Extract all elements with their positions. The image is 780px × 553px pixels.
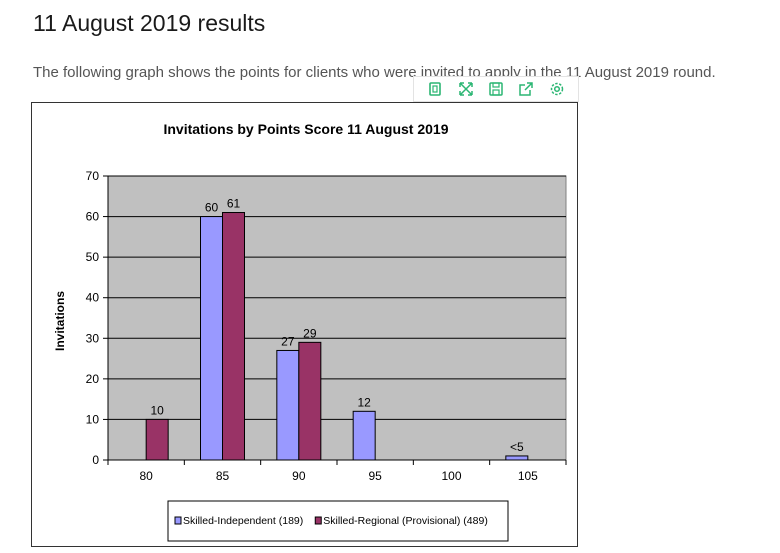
bar-value-label: <5 xyxy=(510,440,524,454)
expand-icon xyxy=(458,82,473,96)
y-tick-label: 0 xyxy=(92,453,99,467)
bar-value-label: 12 xyxy=(357,395,371,409)
bar-value-label: 10 xyxy=(150,403,164,417)
bar xyxy=(352,410,376,461)
save-button[interactable] xyxy=(485,78,507,100)
legend-label: Skilled-Regional (Provisional) (489) xyxy=(323,515,488,527)
bar xyxy=(276,349,300,461)
x-tick-label: 90 xyxy=(292,469,306,483)
settings-icon xyxy=(550,82,563,96)
y-tick-label: 10 xyxy=(86,412,100,426)
chart-container: Invitations by Points Score 11 August 20… xyxy=(31,102,578,547)
bar xyxy=(505,455,529,461)
y-tick-label: 60 xyxy=(86,210,100,224)
x-tick-label: 80 xyxy=(139,469,153,483)
y-axis-label: Invitations xyxy=(53,291,67,351)
x-tick-label: 105 xyxy=(518,469,538,483)
legend-swatch xyxy=(174,516,182,525)
chart-toolbar xyxy=(413,76,579,102)
bars xyxy=(145,212,529,461)
bar-value-label: 60 xyxy=(205,201,219,215)
x-axis: 80 85 90 95 100 105 xyxy=(107,459,567,483)
y-tick-label: 20 xyxy=(86,372,100,386)
bar-value-label: 61 xyxy=(227,197,241,211)
bar xyxy=(222,212,245,461)
expand-button[interactable] xyxy=(455,78,477,100)
y-tick-label: 50 xyxy=(86,250,100,264)
bar-chart: Invitations by Points Score 11 August 20… xyxy=(53,121,567,542)
bar xyxy=(200,216,223,461)
chart-title: Invitations by Points Score 11 August 20… xyxy=(163,121,448,137)
y-tick-label: 70 xyxy=(86,169,100,183)
legend-swatch xyxy=(314,516,322,525)
y-axis: 0 10 20 30 40 50 60 70 xyxy=(86,169,109,467)
copy-icon xyxy=(429,82,441,96)
bar xyxy=(145,418,169,461)
page-title: 11 August 2019 results xyxy=(33,10,266,36)
data-labels: 10 60 61 27 29 12 <5 xyxy=(150,197,524,454)
share-button[interactable] xyxy=(515,78,537,100)
legend-label: Skilled-Independent (189) xyxy=(183,515,303,527)
legend: Skilled-Independent (189) Skilled-Regiona… xyxy=(167,500,509,542)
settings-button[interactable] xyxy=(546,78,568,100)
gridlines xyxy=(108,175,566,420)
y-tick-label: 30 xyxy=(86,331,100,345)
x-tick-label: 100 xyxy=(441,469,461,483)
legend-box xyxy=(167,500,509,542)
bar-value-label: 29 xyxy=(303,326,317,340)
x-tick-label: 85 xyxy=(216,469,230,483)
bar-value-label: 27 xyxy=(281,334,295,348)
y-tick-label: 40 xyxy=(86,291,100,305)
share-icon xyxy=(519,82,534,96)
copy-button[interactable] xyxy=(424,78,446,100)
plot-area xyxy=(107,175,567,461)
intro-text: The following graph shows the points for… xyxy=(33,64,716,81)
bar xyxy=(298,341,322,461)
save-icon xyxy=(489,82,503,96)
x-tick-label: 95 xyxy=(368,469,382,483)
